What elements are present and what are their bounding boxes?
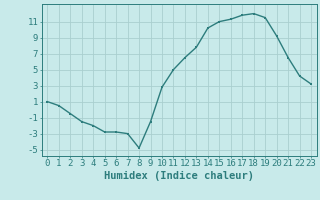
X-axis label: Humidex (Indice chaleur): Humidex (Indice chaleur) — [104, 171, 254, 181]
